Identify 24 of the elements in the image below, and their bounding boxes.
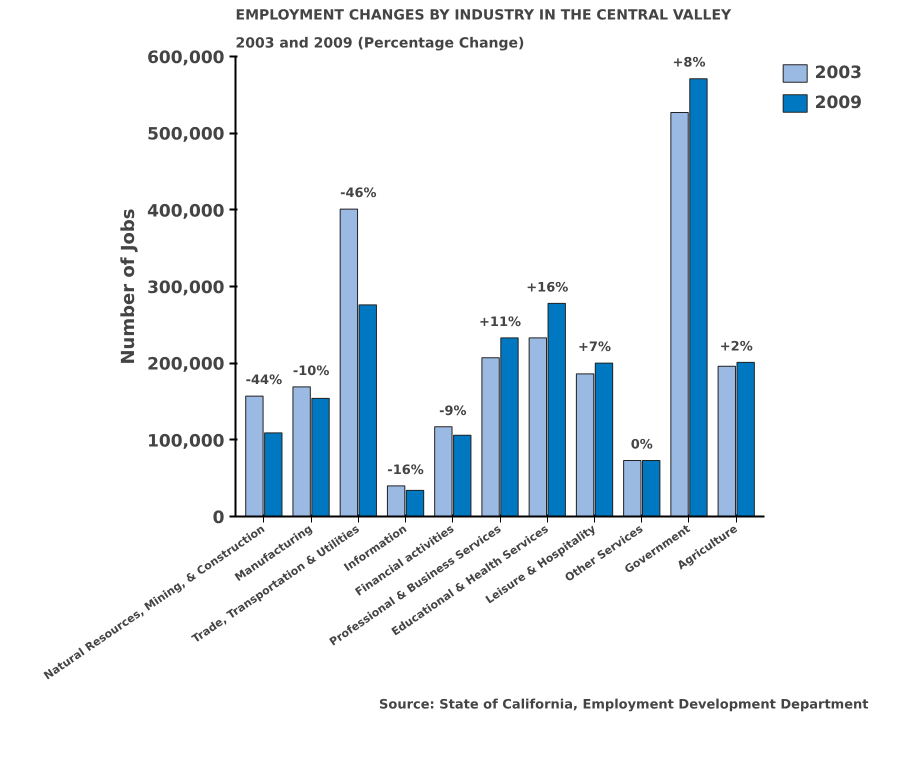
- y-tick-label: 100,000: [147, 431, 225, 452]
- y-tick-label: 400,000: [147, 201, 225, 222]
- annotation: +11%: [479, 314, 522, 330]
- y-tick-label: 0: [212, 508, 225, 528]
- y-tick-label: 500,000: [147, 124, 225, 145]
- annotation: +2%: [720, 339, 753, 354]
- source-note: Source: State of California, Employment Development Department: [379, 698, 869, 712]
- annotation: +7%: [578, 340, 611, 356]
- annotation: -16%: [387, 462, 424, 478]
- y-tick-label: 300,000: [147, 278, 225, 298]
- legend-label: 2003: [814, 63, 862, 83]
- annotation: -44%: [246, 373, 282, 388]
- annotation: +8%: [672, 56, 706, 71]
- y-axis-title: Number of Jobs: [118, 208, 140, 364]
- annotation: -10%: [292, 364, 330, 379]
- legend-label: 2009: [814, 93, 862, 113]
- annotation: -46%: [340, 186, 377, 202]
- y-tick-label: 600,000: [147, 48, 225, 68]
- annotation: +16%: [526, 280, 568, 296]
- chart-subtitle: 2003 and 2009 (Percentage Change): [236, 36, 524, 52]
- annotation: 0%: [630, 438, 653, 453]
- y-tick-label: 200,000: [147, 354, 225, 375]
- annotation: -9%: [439, 404, 467, 419]
- chart-title: EMPLOYMENT CHANGES BY INDUSTRY IN THE CENTRAL VALLEY: [236, 8, 732, 24]
